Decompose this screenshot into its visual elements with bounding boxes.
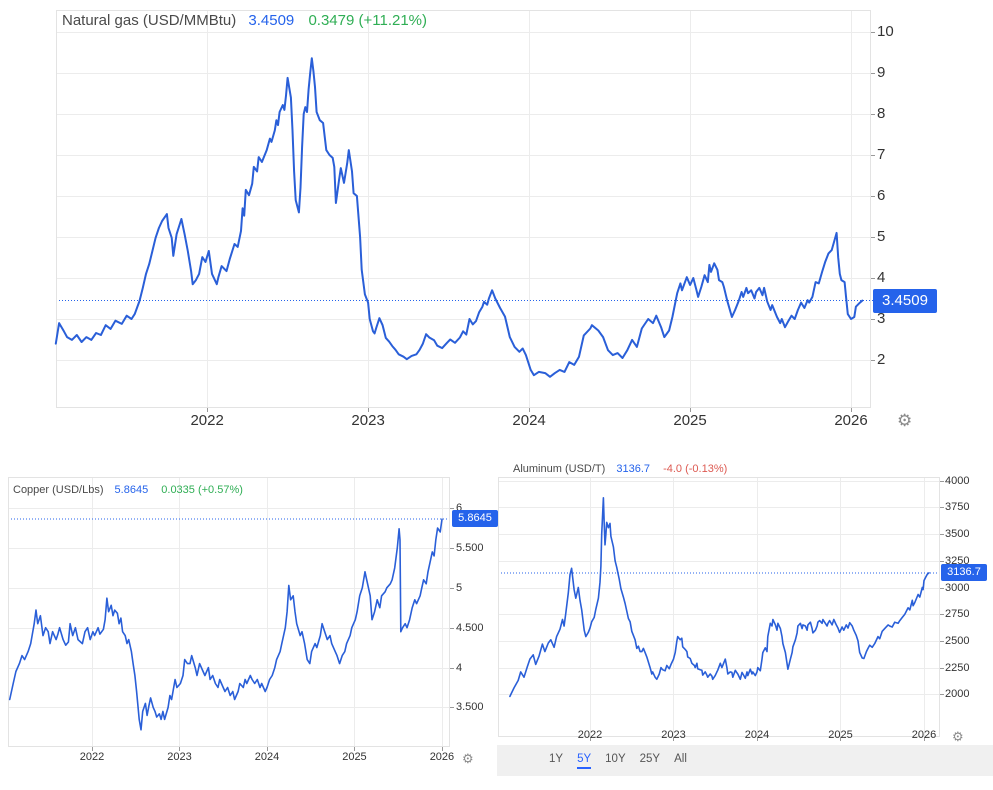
- price-change: 0.3479 (+11.21%): [308, 12, 428, 29]
- y-tick-label: 3.500: [456, 701, 484, 714]
- range-button-5y[interactable]: 5Y: [577, 753, 592, 769]
- y-tick-label: 2: [877, 351, 886, 369]
- copper-header: Copper (USD/Lbs) 5.8645 0.0335 (+0.57%): [13, 484, 243, 496]
- y-tick-label: 9: [877, 64, 886, 82]
- x-tick-label: 2026: [429, 751, 455, 763]
- copper-plot-area[interactable]: [8, 477, 454, 751]
- y-tick-label: 4000: [945, 474, 970, 487]
- range-toolbar: 1Y 5Y 10Y 25Y All: [497, 745, 993, 776]
- copper-chart-canvas: [8, 477, 454, 751]
- price-change: -4.0 (-0.13%): [663, 463, 728, 475]
- natural_gas-price-line: [54, 57, 864, 378]
- y-tick-label: 5: [456, 581, 463, 594]
- plot-border: [56, 10, 871, 408]
- range-button-all[interactable]: All: [674, 752, 687, 765]
- y-tick-label: 7: [877, 146, 886, 164]
- chart-title: Copper (USD/Lbs): [13, 484, 104, 496]
- range-button-10y[interactable]: 10Y: [605, 752, 626, 765]
- price-change: 0.0335 (+0.57%): [161, 484, 243, 496]
- natural-gas-header: Natural gas (USD/MMBtu) 3.4509 0.3479 (+…: [62, 12, 427, 29]
- last-price: 3136.7: [616, 463, 651, 475]
- x-tick-label: 2023: [661, 729, 686, 741]
- y-tick-label: 5.500: [456, 541, 484, 554]
- aluminum-price-line: [509, 497, 930, 698]
- y-tick-label: 2500: [945, 634, 970, 647]
- y-tick-label: 3250: [945, 554, 970, 567]
- x-tick-label: 2026: [834, 412, 868, 429]
- current-price-label: 3.4509: [873, 288, 937, 313]
- aluminum-chart-canvas: [498, 477, 944, 741]
- range-button-25y[interactable]: 25Y: [639, 752, 661, 765]
- x-tick-label: 2022: [79, 751, 105, 763]
- last-price: 5.8645: [114, 484, 149, 496]
- x-tick-label: 2025: [673, 412, 707, 429]
- x-tick-label: 2022: [577, 729, 603, 741]
- x-tick-label: 2024: [744, 729, 770, 741]
- x-tick-label: 2025: [828, 729, 853, 741]
- x-tick-label: 2025: [342, 751, 367, 763]
- y-tick-label: 2000: [945, 688, 970, 701]
- settings-gear-icon[interactable]: ⚙: [897, 411, 913, 430]
- aluminum-header: Aluminum (USD/T) 3136.7 -4.0 (-0.13%): [513, 463, 727, 475]
- y-tick-label: 4: [877, 269, 886, 287]
- y-tick-label: 2750: [945, 608, 970, 621]
- x-tick-label: 2024: [254, 751, 280, 763]
- y-tick-label: 5: [877, 228, 886, 246]
- y-tick-label: 3: [877, 310, 886, 328]
- last-price: 3.4509: [248, 12, 295, 29]
- current-price-label: 5.8645: [452, 510, 498, 528]
- y-tick-label: 10: [877, 23, 894, 41]
- aluminum-plot-area[interactable]: [498, 477, 944, 741]
- settings-gear-icon[interactable]: ⚙: [462, 751, 474, 766]
- y-tick-label: 3750: [945, 501, 970, 514]
- x-tick-label: 2022: [190, 412, 224, 429]
- y-tick-label: 4.500: [456, 621, 484, 634]
- y-tick-label: 3500: [945, 528, 970, 541]
- copper-price-line: [8, 518, 443, 731]
- y-tick-label: 8: [877, 105, 886, 123]
- x-tick-label: 2023: [167, 751, 192, 763]
- chart-title: Aluminum (USD/T): [513, 463, 606, 475]
- y-tick-label: 6: [456, 502, 463, 515]
- y-tick-label: 6: [877, 187, 886, 205]
- x-tick-label: 2024: [512, 412, 546, 429]
- y-tick-label: 2250: [945, 661, 970, 674]
- plot-border: [8, 477, 450, 747]
- plot-border: [498, 477, 940, 737]
- natural_gas-chart-canvas: [54, 10, 875, 412]
- settings-gear-icon[interactable]: ⚙: [952, 729, 964, 744]
- range-button-1y[interactable]: 1Y: [549, 752, 564, 765]
- chart-title: Natural gas (USD/MMBtu): [62, 12, 237, 29]
- y-tick-label: 4: [456, 661, 463, 674]
- x-tick-label: 2023: [351, 412, 385, 429]
- current-price-label: 3136.7: [941, 564, 987, 582]
- y-tick-label: 3000: [945, 581, 970, 594]
- x-tick-label: 2026: [911, 729, 937, 741]
- natural-gas-plot-area[interactable]: [54, 10, 875, 412]
